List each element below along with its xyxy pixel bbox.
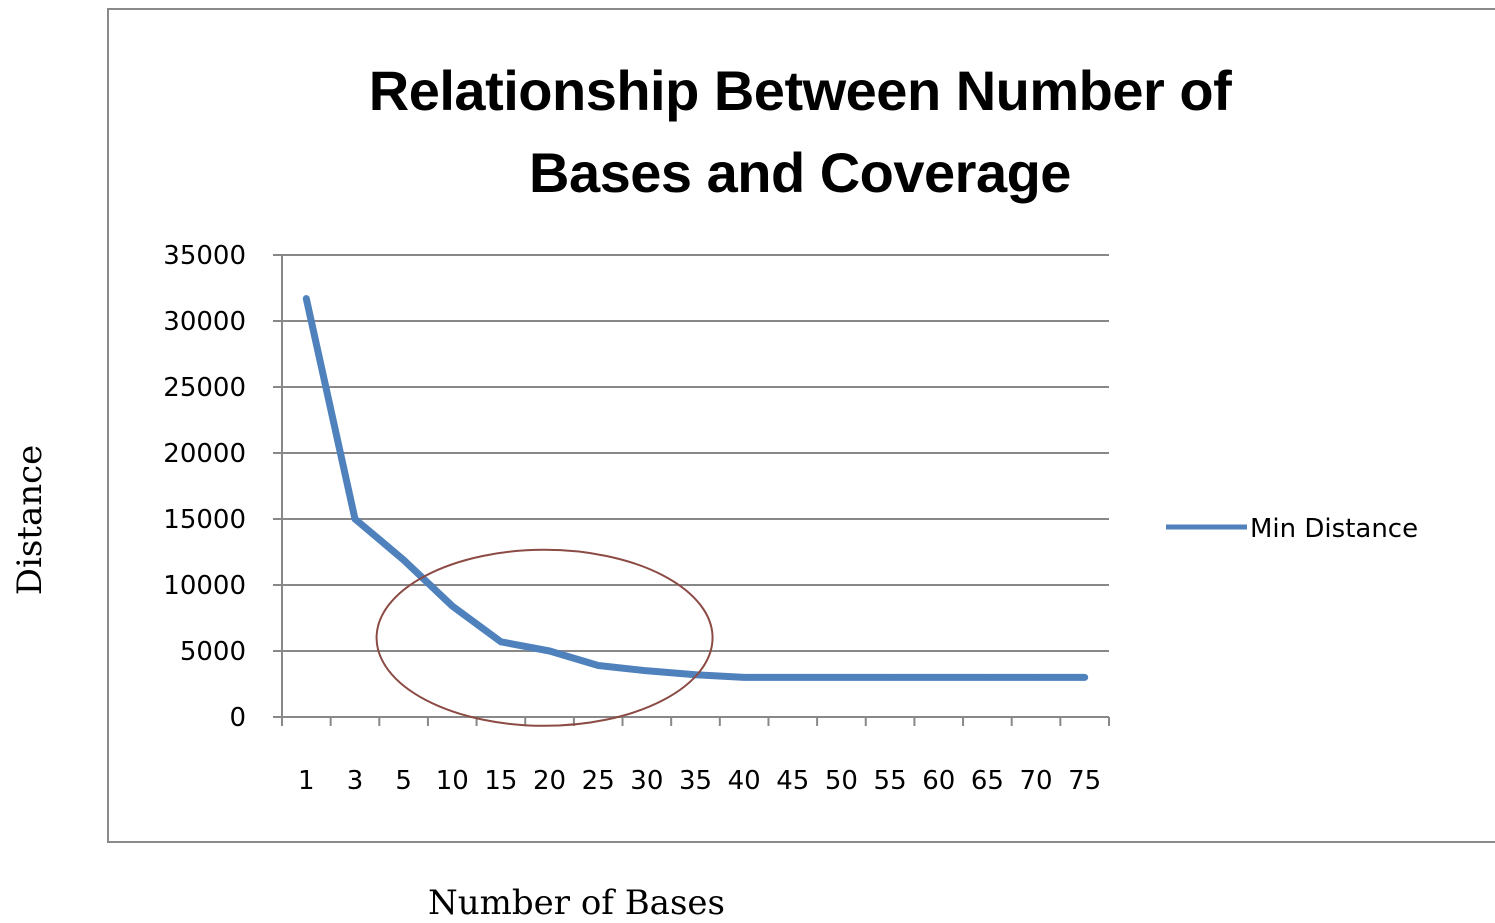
data-point	[792, 676, 794, 678]
x-tick-label: 50	[825, 766, 858, 796]
x-tick-label: 10	[436, 766, 469, 796]
y-tick-label: 10000	[163, 571, 246, 601]
data-point	[305, 298, 307, 300]
x-tick-label: 5	[395, 766, 412, 796]
x-axis-title: Number of Bases	[428, 883, 725, 923]
x-tick-label: 1	[298, 766, 315, 796]
chart-title: Relationship Between Number of Bases and…	[368, 59, 1232, 204]
x-tick-label: 3	[347, 766, 364, 796]
y-tick-label: 25000	[163, 373, 246, 403]
y-tick-label: 5000	[180, 637, 246, 667]
x-tick-label: 55	[874, 766, 907, 796]
data-point	[403, 559, 405, 561]
legend-label: Min Distance	[1250, 514, 1418, 544]
x-tick-label: 60	[922, 766, 955, 796]
x-tick-label: 75	[1068, 766, 1101, 796]
data-point	[646, 670, 648, 672]
x-tick-label: 35	[679, 766, 712, 796]
data-point	[1035, 676, 1037, 678]
data-point	[840, 676, 842, 678]
x-tick-label: 30	[630, 766, 663, 796]
x-tick-label: 70	[1019, 766, 1052, 796]
data-point	[938, 676, 940, 678]
data-point	[549, 650, 551, 652]
y-axis-title: Distance	[10, 444, 50, 596]
x-tick-label: 65	[971, 766, 1004, 796]
y-tick-label: 30000	[163, 307, 246, 337]
x-tick-label: 25	[582, 766, 615, 796]
series-line	[302, 295, 1089, 681]
x-tick-label: 15	[484, 766, 517, 796]
annotation-ellipse	[375, 548, 714, 727]
data-point	[500, 641, 502, 643]
data-point	[743, 676, 745, 678]
data-point	[354, 518, 356, 520]
data-point	[889, 676, 891, 678]
y-tick-label: 0	[229, 703, 246, 733]
x-tick-label: 45	[776, 766, 809, 796]
x-tick-label: 20	[533, 766, 566, 796]
data-point	[986, 676, 988, 678]
data-point	[1084, 676, 1086, 678]
chart-area	[107, 8, 1495, 843]
x-tick-label: 40	[728, 766, 761, 796]
y-tick-label: 15000	[163, 505, 246, 535]
data-point	[451, 605, 453, 607]
data-point	[597, 665, 599, 667]
y-tick-label: 35000	[163, 241, 246, 271]
y-tick-label: 20000	[163, 439, 246, 469]
